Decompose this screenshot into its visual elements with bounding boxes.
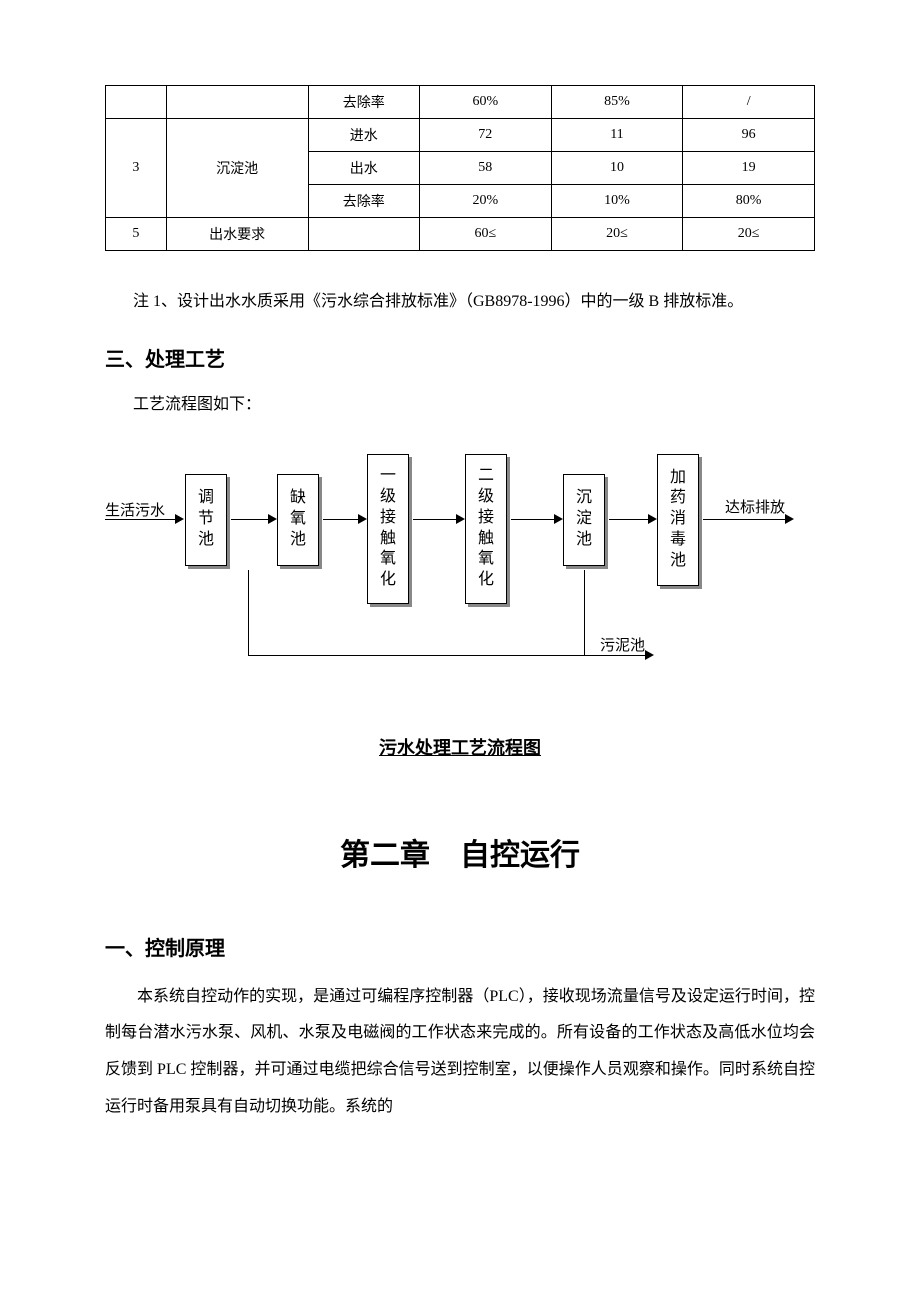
cell: / <box>683 86 815 119</box>
arrow-head-icon <box>554 514 563 524</box>
flow-input-label: 生活污水 <box>105 499 165 520</box>
section3-heading: 三、处理工艺 <box>105 343 815 372</box>
chapter-title: 第二章 自控运行 <box>105 830 815 874</box>
cell <box>166 86 308 119</box>
table-row: 3 沉淀池 进水 72 11 96 <box>106 119 815 152</box>
section3-subtext: 工艺流程图如下： <box>105 390 815 414</box>
cell <box>308 218 419 251</box>
arrow-head-icon <box>175 514 184 524</box>
flow-output-label: 达标排放 <box>725 496 785 517</box>
cell: 60% <box>419 86 551 119</box>
flow-arrow <box>511 519 557 520</box>
cell <box>106 86 167 119</box>
arrow-head-icon <box>648 514 657 524</box>
flowchart-caption: 污水处理工艺流程图 <box>105 734 815 760</box>
flow-box-6: 加药消毒池 <box>657 454 699 586</box>
flow-arrow <box>248 655 648 656</box>
flow-box-2: 缺氧池 <box>277 474 319 566</box>
cell: 85% <box>551 86 683 119</box>
cell: 进水 <box>308 119 419 152</box>
flow-box-1: 调节池 <box>185 474 227 566</box>
cell: 80% <box>683 185 815 218</box>
cell: 出水要求 <box>166 218 308 251</box>
cell: 58 <box>419 152 551 185</box>
flow-arrow <box>609 519 651 520</box>
arrow-head-icon <box>785 514 794 524</box>
table-row: 去除率 60% 85% / <box>106 86 815 119</box>
cell: 10 <box>551 152 683 185</box>
arrow-head-icon <box>645 650 654 660</box>
arrow-head-icon <box>268 514 277 524</box>
cell: 72 <box>419 119 551 152</box>
cell: 10% <box>551 185 683 218</box>
flow-box-4: 二级接触氧化 <box>465 454 507 604</box>
flow-arrow <box>248 570 249 656</box>
section-c1-heading: 一、控制原理 <box>105 932 815 961</box>
cell: 5 <box>106 218 167 251</box>
process-flowchart: 生活污水 调节池 缺氧池 一级接触氧化 二级接触氧化 沉淀池 加药消毒池 达标排… <box>105 444 815 724</box>
cell: 出水 <box>308 152 419 185</box>
arrow-head-icon <box>358 514 367 524</box>
flow-box-5: 沉淀池 <box>563 474 605 566</box>
cell: 20% <box>419 185 551 218</box>
cell: 20≤ <box>683 218 815 251</box>
cell: 60≤ <box>419 218 551 251</box>
table-note: 注 1、设计出水水质采用《污水综合排放标准》（GB8978-1996）中的一级 … <box>105 289 815 315</box>
table-row: 5 出水要求 60≤ 20≤ 20≤ <box>106 218 815 251</box>
cell: 11 <box>551 119 683 152</box>
flow-arrow <box>105 519 177 520</box>
flow-arrow <box>323 519 361 520</box>
flow-box-3: 一级接触氧化 <box>367 454 409 604</box>
section-c1-body: 本系统自控动作的实现，是通过可编程序控制器（PLC），接收现场流量信号及设定运行… <box>105 979 815 1126</box>
cell: 3 <box>106 119 167 218</box>
flow-arrow <box>584 570 585 655</box>
water-quality-table: 去除率 60% 85% / 3 沉淀池 进水 72 11 96 出水 58 10… <box>105 85 815 251</box>
cell: 沉淀池 <box>166 119 308 218</box>
arrow-head-icon <box>456 514 465 524</box>
cell: 去除率 <box>308 86 419 119</box>
flow-arrow <box>703 519 788 520</box>
cell: 去除率 <box>308 185 419 218</box>
cell: 19 <box>683 152 815 185</box>
cell: 96 <box>683 119 815 152</box>
flow-arrow <box>231 519 271 520</box>
flow-arrow <box>413 519 459 520</box>
flow-branch-label: 污泥池 <box>600 634 645 655</box>
cell: 20≤ <box>551 218 683 251</box>
